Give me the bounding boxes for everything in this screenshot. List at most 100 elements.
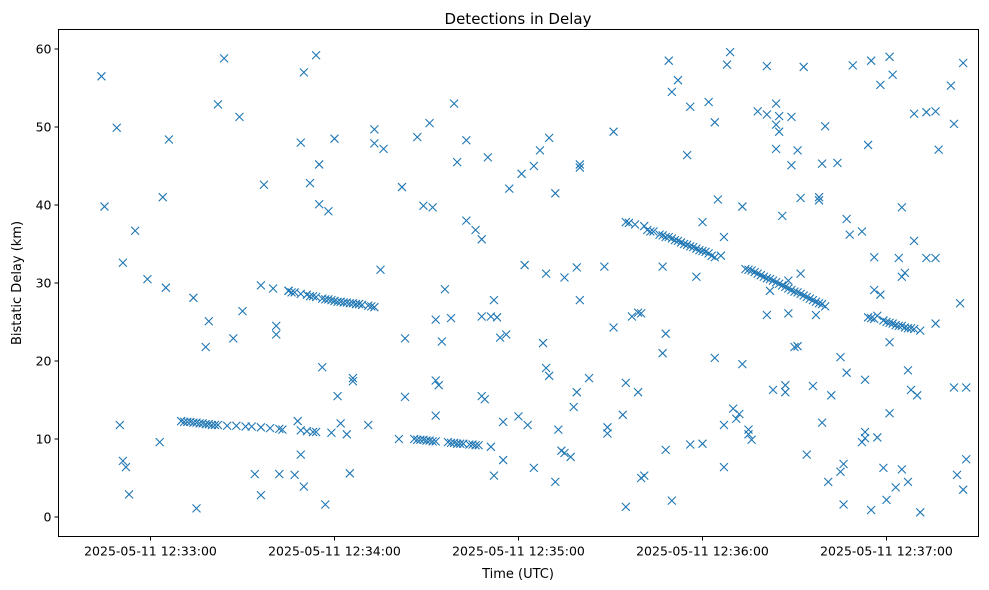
data-point bbox=[342, 429, 352, 439]
data-point bbox=[274, 424, 284, 434]
data-point bbox=[118, 456, 128, 466]
data-point bbox=[250, 469, 260, 479]
data-point bbox=[655, 230, 664, 240]
data-point bbox=[744, 429, 753, 439]
x-tick-label: 2025-05-11 12:33:00 bbox=[84, 544, 217, 559]
data-point bbox=[121, 462, 131, 472]
data-point bbox=[231, 421, 241, 431]
data-point bbox=[642, 225, 652, 235]
data-point bbox=[958, 485, 968, 495]
data-point bbox=[299, 482, 309, 491]
data-point bbox=[857, 437, 867, 447]
data-point bbox=[572, 263, 582, 272]
data-point bbox=[698, 439, 707, 449]
data-point bbox=[931, 253, 940, 263]
data-point bbox=[885, 408, 894, 418]
data-point bbox=[737, 359, 747, 369]
data-point bbox=[921, 107, 931, 117]
data-point bbox=[379, 144, 388, 154]
data-point bbox=[814, 192, 824, 202]
data-point bbox=[271, 321, 281, 331]
data-point bbox=[839, 459, 848, 469]
data-point bbox=[685, 102, 695, 112]
data-point bbox=[553, 425, 563, 435]
data-point bbox=[796, 193, 806, 203]
data-point bbox=[523, 420, 533, 430]
data-point bbox=[710, 117, 720, 127]
data-point bbox=[777, 211, 787, 221]
data-point bbox=[207, 420, 217, 430]
data-point bbox=[949, 383, 959, 392]
y-axis-title: Bistatic Delay (km) bbox=[10, 221, 25, 345]
data-point bbox=[431, 376, 441, 385]
data-point bbox=[952, 470, 962, 480]
data-point bbox=[912, 390, 922, 400]
data-point bbox=[299, 68, 309, 77]
data-point bbox=[802, 450, 812, 459]
data-point bbox=[866, 313, 876, 323]
data-point bbox=[667, 87, 677, 97]
data-point bbox=[158, 192, 168, 202]
data-point bbox=[452, 439, 462, 449]
data-point bbox=[155, 437, 165, 447]
data-point bbox=[317, 362, 327, 372]
x-tick-label: 2025-05-11 12:35:00 bbox=[452, 544, 585, 559]
data-point bbox=[213, 420, 223, 430]
chart-title: Detections in Delay bbox=[445, 10, 592, 28]
data-point bbox=[826, 390, 836, 400]
data-point bbox=[958, 58, 968, 68]
data-point bbox=[737, 202, 747, 211]
data-point bbox=[621, 378, 631, 388]
data-point bbox=[348, 376, 358, 386]
data-point bbox=[302, 290, 312, 300]
data-point bbox=[762, 273, 772, 283]
data-point bbox=[780, 387, 790, 397]
data-point bbox=[514, 411, 523, 421]
data-point bbox=[667, 234, 677, 243]
data-point bbox=[495, 333, 505, 342]
data-point bbox=[290, 470, 300, 480]
data-point bbox=[320, 500, 330, 509]
data-point bbox=[471, 440, 480, 450]
data-point bbox=[869, 252, 879, 262]
data-point bbox=[428, 202, 438, 212]
data-point bbox=[698, 246, 707, 256]
data-point bbox=[599, 262, 609, 272]
data-point bbox=[311, 50, 321, 60]
data-point bbox=[842, 368, 852, 378]
data-point bbox=[833, 158, 842, 168]
data-point bbox=[771, 99, 781, 108]
data-points bbox=[97, 47, 971, 517]
data-point bbox=[900, 268, 910, 278]
data-point bbox=[572, 387, 582, 397]
data-point bbox=[550, 188, 560, 198]
x-tick-label: 2025-05-11 12:34:00 bbox=[268, 544, 401, 559]
y-tick-label: 20 bbox=[36, 354, 52, 369]
data-point bbox=[682, 150, 692, 160]
x-axis-ticks: 2025-05-11 12:33:00 2025-05-11 12:34:00 20… bbox=[84, 536, 953, 559]
data-point bbox=[400, 333, 410, 343]
data-point bbox=[431, 411, 441, 420]
data-point bbox=[143, 274, 152, 284]
data-point bbox=[719, 420, 729, 430]
data-point bbox=[461, 216, 471, 225]
data-point bbox=[618, 410, 628, 420]
data-point bbox=[130, 226, 140, 236]
data-point bbox=[477, 312, 487, 321]
data-point bbox=[419, 201, 428, 211]
y-tick-label: 40 bbox=[36, 198, 52, 213]
data-point bbox=[710, 353, 720, 363]
data-point bbox=[771, 120, 781, 130]
data-point bbox=[765, 286, 775, 296]
data-point bbox=[256, 490, 266, 500]
data-point bbox=[894, 253, 904, 263]
data-point bbox=[489, 471, 499, 481]
data-point bbox=[934, 145, 944, 155]
y-tick-label: 30 bbox=[36, 276, 52, 291]
data-point bbox=[213, 99, 223, 109]
data-point bbox=[575, 163, 585, 172]
data-point bbox=[627, 312, 637, 321]
data-point bbox=[369, 302, 379, 312]
data-point bbox=[872, 433, 882, 442]
data-point bbox=[271, 330, 281, 339]
